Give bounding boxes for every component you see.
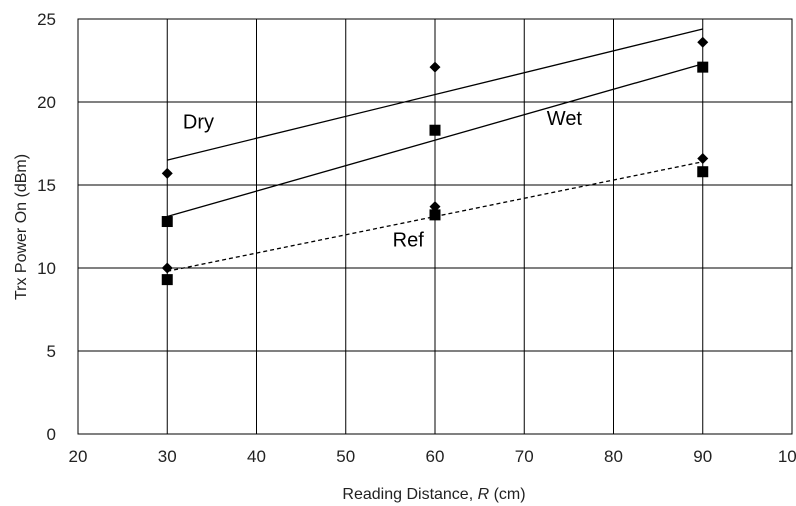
data-point-square [429,124,441,136]
data-point-square [429,209,441,221]
data-point-diamond [161,167,173,179]
data-point-diamond [161,262,173,274]
y-tick-label: 10 [37,259,56,278]
y-tick-label: 0 [47,425,56,444]
y-tick-label: 25 [37,10,56,29]
data-point-square [161,216,173,228]
annotations: Dry Wet Ref [183,108,583,251]
x-tick-label: 50 [336,447,355,466]
x-axis-ticks: 20 30 40 50 60 70 80 90 100 [69,447,796,466]
data-point-diamond [429,61,441,73]
x-tick-label: 40 [247,447,266,466]
annotation-dry: Dry [183,112,214,134]
x-tick-label: 30 [158,447,177,466]
trendline-wet [167,63,703,218]
grid [77,18,793,435]
y-axis-title: Trx Power On (dBm) [13,154,30,300]
x-tick-label: 60 [426,447,445,466]
y-tick-label: 5 [47,342,56,361]
data-point-diamond [697,152,709,164]
annotation-ref: Ref [393,229,425,251]
x-tick-label: 20 [69,447,88,466]
x-tick-label: 100 [778,447,796,466]
y-axis-ticks: 0 5 10 15 20 25 [37,10,56,444]
plot-area [77,18,793,435]
x-axis-title-prefix: Reading Distance, [342,486,477,503]
data-point-square [161,274,173,286]
data-point-diamond [697,36,709,48]
x-tick-label: 90 [693,447,712,466]
x-axis-title: Reading Distance, R (cm) [342,486,525,503]
data-point-diamond [429,201,441,213]
x-tick-label: 80 [604,447,623,466]
trendline-dry [167,28,703,161]
x-axis-title-suffix: (cm) [489,486,525,503]
data-point-square [697,166,709,178]
data-points [161,36,709,286]
x-axis-title-variable: R [478,486,490,503]
annotation-wet: Wet [547,108,583,130]
x-tick-label: 70 [515,447,534,466]
y-tick-label: 15 [37,176,56,195]
y-tick-label: 20 [37,93,56,112]
data-point-square [697,61,709,73]
